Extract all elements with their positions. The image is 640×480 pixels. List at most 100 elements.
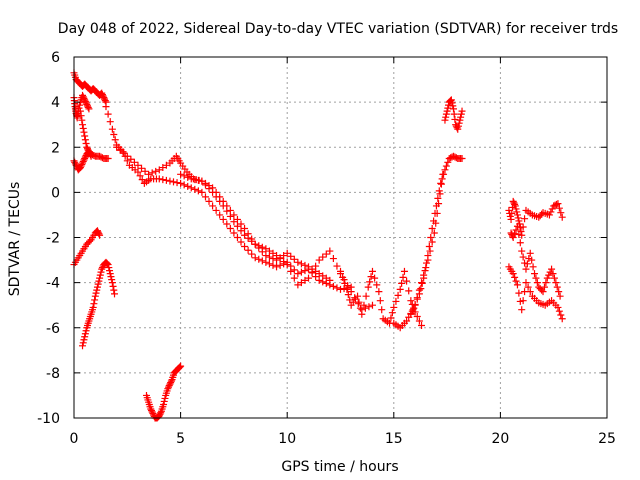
data-point — [329, 282, 337, 290]
data-point — [79, 121, 87, 129]
data-point — [201, 181, 209, 189]
data-point — [83, 143, 91, 151]
data-point — [102, 103, 110, 111]
data-point — [244, 234, 252, 242]
data-point — [437, 180, 445, 188]
data-point — [84, 145, 92, 153]
data-point — [223, 220, 231, 228]
data-point — [513, 208, 521, 216]
data-point — [255, 255, 263, 263]
data-point — [322, 250, 330, 258]
data-point — [513, 281, 521, 289]
data-point — [269, 249, 277, 257]
y-tick-label: -10 — [37, 411, 60, 427]
data-point — [111, 136, 119, 144]
data-point — [233, 234, 241, 241]
data-point — [290, 274, 298, 282]
data-point — [262, 258, 270, 266]
data-point — [152, 167, 160, 175]
data-point — [555, 307, 563, 315]
data-point — [511, 230, 519, 238]
data-point — [557, 209, 565, 217]
data-point — [212, 193, 220, 201]
data-point — [180, 181, 188, 189]
data-point — [104, 261, 112, 269]
data-point — [103, 259, 111, 267]
data-point — [343, 285, 351, 293]
data-point — [528, 256, 536, 264]
data-point — [549, 270, 557, 278]
data-point — [430, 229, 438, 237]
data-point — [96, 231, 104, 239]
data-point — [76, 107, 84, 115]
data-point — [512, 205, 520, 213]
data-point — [449, 105, 457, 113]
data-point — [156, 410, 164, 418]
data-point — [339, 273, 347, 281]
data-point — [81, 155, 89, 163]
data-point — [80, 94, 88, 102]
data-point — [248, 237, 256, 245]
data-point — [241, 243, 249, 251]
series-rising-branch — [390, 152, 466, 332]
data-point — [94, 280, 102, 288]
data-point — [444, 104, 452, 112]
data-point — [407, 297, 415, 305]
data-point — [138, 164, 146, 172]
data-point — [83, 100, 91, 108]
data-point — [198, 177, 206, 185]
data-point — [290, 266, 298, 274]
data-point — [368, 301, 376, 309]
data-point — [319, 253, 327, 261]
data-point — [421, 267, 429, 275]
data-point — [80, 128, 88, 136]
data-point — [371, 274, 379, 282]
data-point — [434, 194, 442, 202]
x-tick-label: 5 — [176, 431, 185, 447]
data-point — [555, 204, 563, 212]
data-point — [209, 188, 217, 196]
data-point — [280, 258, 288, 266]
data-point — [400, 267, 408, 275]
data-point — [226, 212, 234, 220]
data-point — [276, 261, 284, 269]
data-point — [194, 187, 202, 195]
data-point — [98, 265, 106, 273]
data-point — [89, 303, 97, 311]
data-point — [84, 103, 92, 111]
data-point — [308, 268, 316, 276]
data-point — [422, 264, 430, 272]
data-point — [516, 239, 524, 247]
x-tick-label: 25 — [598, 431, 616, 447]
data-point — [160, 397, 168, 405]
data-point — [426, 247, 434, 255]
data-point — [110, 130, 118, 138]
x-axis-label: GPS time / hours — [281, 459, 398, 475]
data-point — [86, 149, 94, 157]
data-point — [280, 252, 288, 260]
data-point — [98, 91, 106, 99]
data-point — [390, 303, 398, 311]
data-point — [155, 166, 163, 174]
data-point — [415, 317, 423, 325]
data-point — [123, 152, 131, 160]
data-point — [509, 197, 517, 205]
data-point — [531, 270, 539, 278]
data-point — [388, 309, 396, 317]
data-point — [428, 224, 436, 232]
data-point — [94, 228, 102, 236]
data-point — [555, 288, 563, 296]
data-point — [161, 394, 169, 402]
data-point — [184, 182, 192, 190]
data-point — [255, 242, 263, 250]
data-point — [405, 287, 413, 295]
data-point — [287, 267, 295, 275]
data-point — [265, 253, 273, 261]
data-point — [456, 116, 464, 124]
data-point — [87, 152, 95, 160]
data-point — [454, 125, 462, 133]
data-point — [522, 279, 530, 287]
data-point — [545, 271, 553, 279]
data-point — [294, 281, 302, 289]
